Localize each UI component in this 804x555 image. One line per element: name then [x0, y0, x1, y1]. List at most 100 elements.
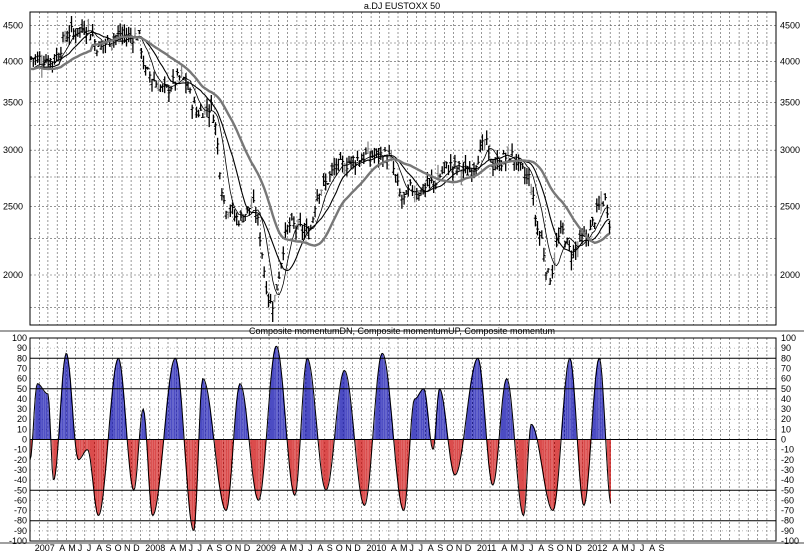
x-axis-label: O	[336, 543, 343, 553]
x-axis-label: 2010	[366, 543, 386, 553]
x-axis-label: M	[621, 543, 629, 553]
momentum-outline	[29, 345, 611, 532]
x-axis-label: M	[290, 543, 298, 553]
x-axis-label: D	[575, 543, 582, 553]
momentum-tick-label-left: 20	[17, 414, 27, 424]
x-axis-label: D	[133, 543, 140, 553]
momentum-tick-label-left: 40	[17, 394, 27, 404]
momentum-tick-label-left: 10	[17, 424, 27, 434]
momentum-tick-label-right: -50	[781, 485, 794, 495]
momentum-tick-label-left: 0	[22, 435, 27, 445]
momentum-tick-label-right: -80	[781, 516, 794, 526]
x-axis-label: J	[631, 543, 636, 553]
x-axis-label: 2011	[477, 543, 496, 553]
momentum-tick-label-left: 50	[17, 384, 27, 394]
x-axis-label: J	[529, 543, 534, 553]
momentum-tick-label-left: 100	[12, 333, 27, 343]
momentum-tick-label-left: -70	[14, 506, 27, 516]
momentum-tick-label-right: 60	[781, 374, 791, 384]
momentum-tick-label-left: 70	[17, 364, 27, 374]
x-axis-label: J	[87, 543, 92, 553]
x-axis-label: A	[170, 543, 176, 553]
moving-average-line	[31, 31, 610, 272]
price-panel	[29, 16, 612, 322]
x-axis-label: A	[649, 543, 655, 553]
x-axis-label: J	[189, 543, 194, 553]
price-tick-label-right: 2500	[780, 201, 800, 211]
momentum-tick-label-right: 10	[781, 424, 791, 434]
momentum-tick-label-left: -50	[14, 485, 27, 495]
x-axis-label: N	[345, 543, 352, 553]
x-axis-label: O	[557, 543, 564, 553]
price-tick-label-left: 2500	[3, 201, 23, 211]
momentum-panel	[29, 345, 776, 532]
x-axis-label: 2012	[587, 543, 607, 553]
x-axis-label: O	[115, 543, 122, 553]
x-axis-label: A	[281, 543, 287, 553]
momentum-tick-label-right: 100	[781, 333, 796, 343]
price-tick-label-left: 4500	[3, 20, 23, 30]
x-axis-label: S	[659, 543, 665, 553]
momentum-tick-label-right: -40	[781, 475, 794, 485]
momentum-tick-label-left: -10	[14, 445, 27, 455]
x-axis-label: S	[216, 543, 222, 553]
x-axis-label: J	[299, 543, 304, 553]
x-axis-label: A	[612, 543, 618, 553]
x-axis-label: O	[225, 543, 232, 553]
momentum-tick-label-right: 80	[781, 353, 791, 363]
x-axis-label: 2009	[256, 543, 276, 553]
x-axis-label: 2007	[35, 543, 55, 553]
momentum-tick-label-left: -30	[14, 465, 27, 475]
x-axis-label: A	[317, 543, 323, 553]
x-axis-label: S	[106, 543, 112, 553]
x-axis-label: M	[511, 543, 519, 553]
momentum-tick-label-left: 80	[17, 353, 27, 363]
x-axis-label: N	[124, 543, 131, 553]
x-axis-label: A	[96, 543, 102, 553]
price-panel-frame	[29, 11, 777, 326]
x-axis-label: O	[446, 543, 453, 553]
momentum-tick-label-left: 30	[17, 404, 27, 414]
momentum-tick-label-right: -70	[781, 506, 794, 516]
price-tick-label-right: 4000	[780, 57, 800, 67]
x-axis-label: D	[244, 543, 251, 553]
x-axis-label: A	[391, 543, 397, 553]
momentum-tick-label-right: -20	[781, 455, 794, 465]
x-axis-label: J	[520, 543, 525, 553]
x-axis-label: M	[179, 543, 187, 553]
momentum-tick-label-left: -90	[14, 526, 27, 536]
momentum-tick-label-right: 0	[781, 435, 786, 445]
momentum-tick-label-right: 30	[781, 404, 791, 414]
momentum-tick-label-right: 40	[781, 394, 791, 404]
price-tick-label-left: 4000	[3, 57, 23, 67]
momentum-panel-frame	[29, 337, 777, 542]
momentum-tick-label-right: 70	[781, 364, 791, 374]
momentum-tick-label-right: 20	[781, 414, 791, 424]
momentum-tick-label-left: -20	[14, 455, 27, 465]
price-tick-label-left: 2000	[3, 270, 23, 280]
x-axis-label: J	[409, 543, 414, 553]
momentum-tick-label-left: -60	[14, 495, 27, 505]
momentum-tick-label-right: -60	[781, 495, 794, 505]
momentum-tick-label-left: -40	[14, 475, 27, 485]
x-axis-label: M	[68, 543, 76, 553]
moving-average-line	[31, 35, 611, 247]
momentum-tick-label-left: -80	[14, 516, 27, 526]
momentum-tick-label-right: -100	[781, 536, 799, 546]
price-tick-label-right: 3500	[780, 98, 800, 108]
x-axis-label: J	[640, 543, 645, 553]
x-axis-label: N	[456, 543, 463, 553]
momentum-tick-label-left: 90	[17, 343, 27, 353]
x-axis-label: S	[327, 543, 333, 553]
x-axis-label: N	[566, 543, 573, 553]
price-tick-label-right: 2000	[780, 270, 800, 280]
momentum-tick-label-left: 60	[17, 374, 27, 384]
x-axis-label: S	[437, 543, 443, 553]
panel-frames	[0, 11, 804, 544]
x-axis-label: J	[78, 543, 83, 553]
x-axis-label: D	[465, 543, 472, 553]
x-axis-label: 2008	[145, 543, 165, 553]
price-tick-label-left: 3000	[3, 145, 23, 155]
